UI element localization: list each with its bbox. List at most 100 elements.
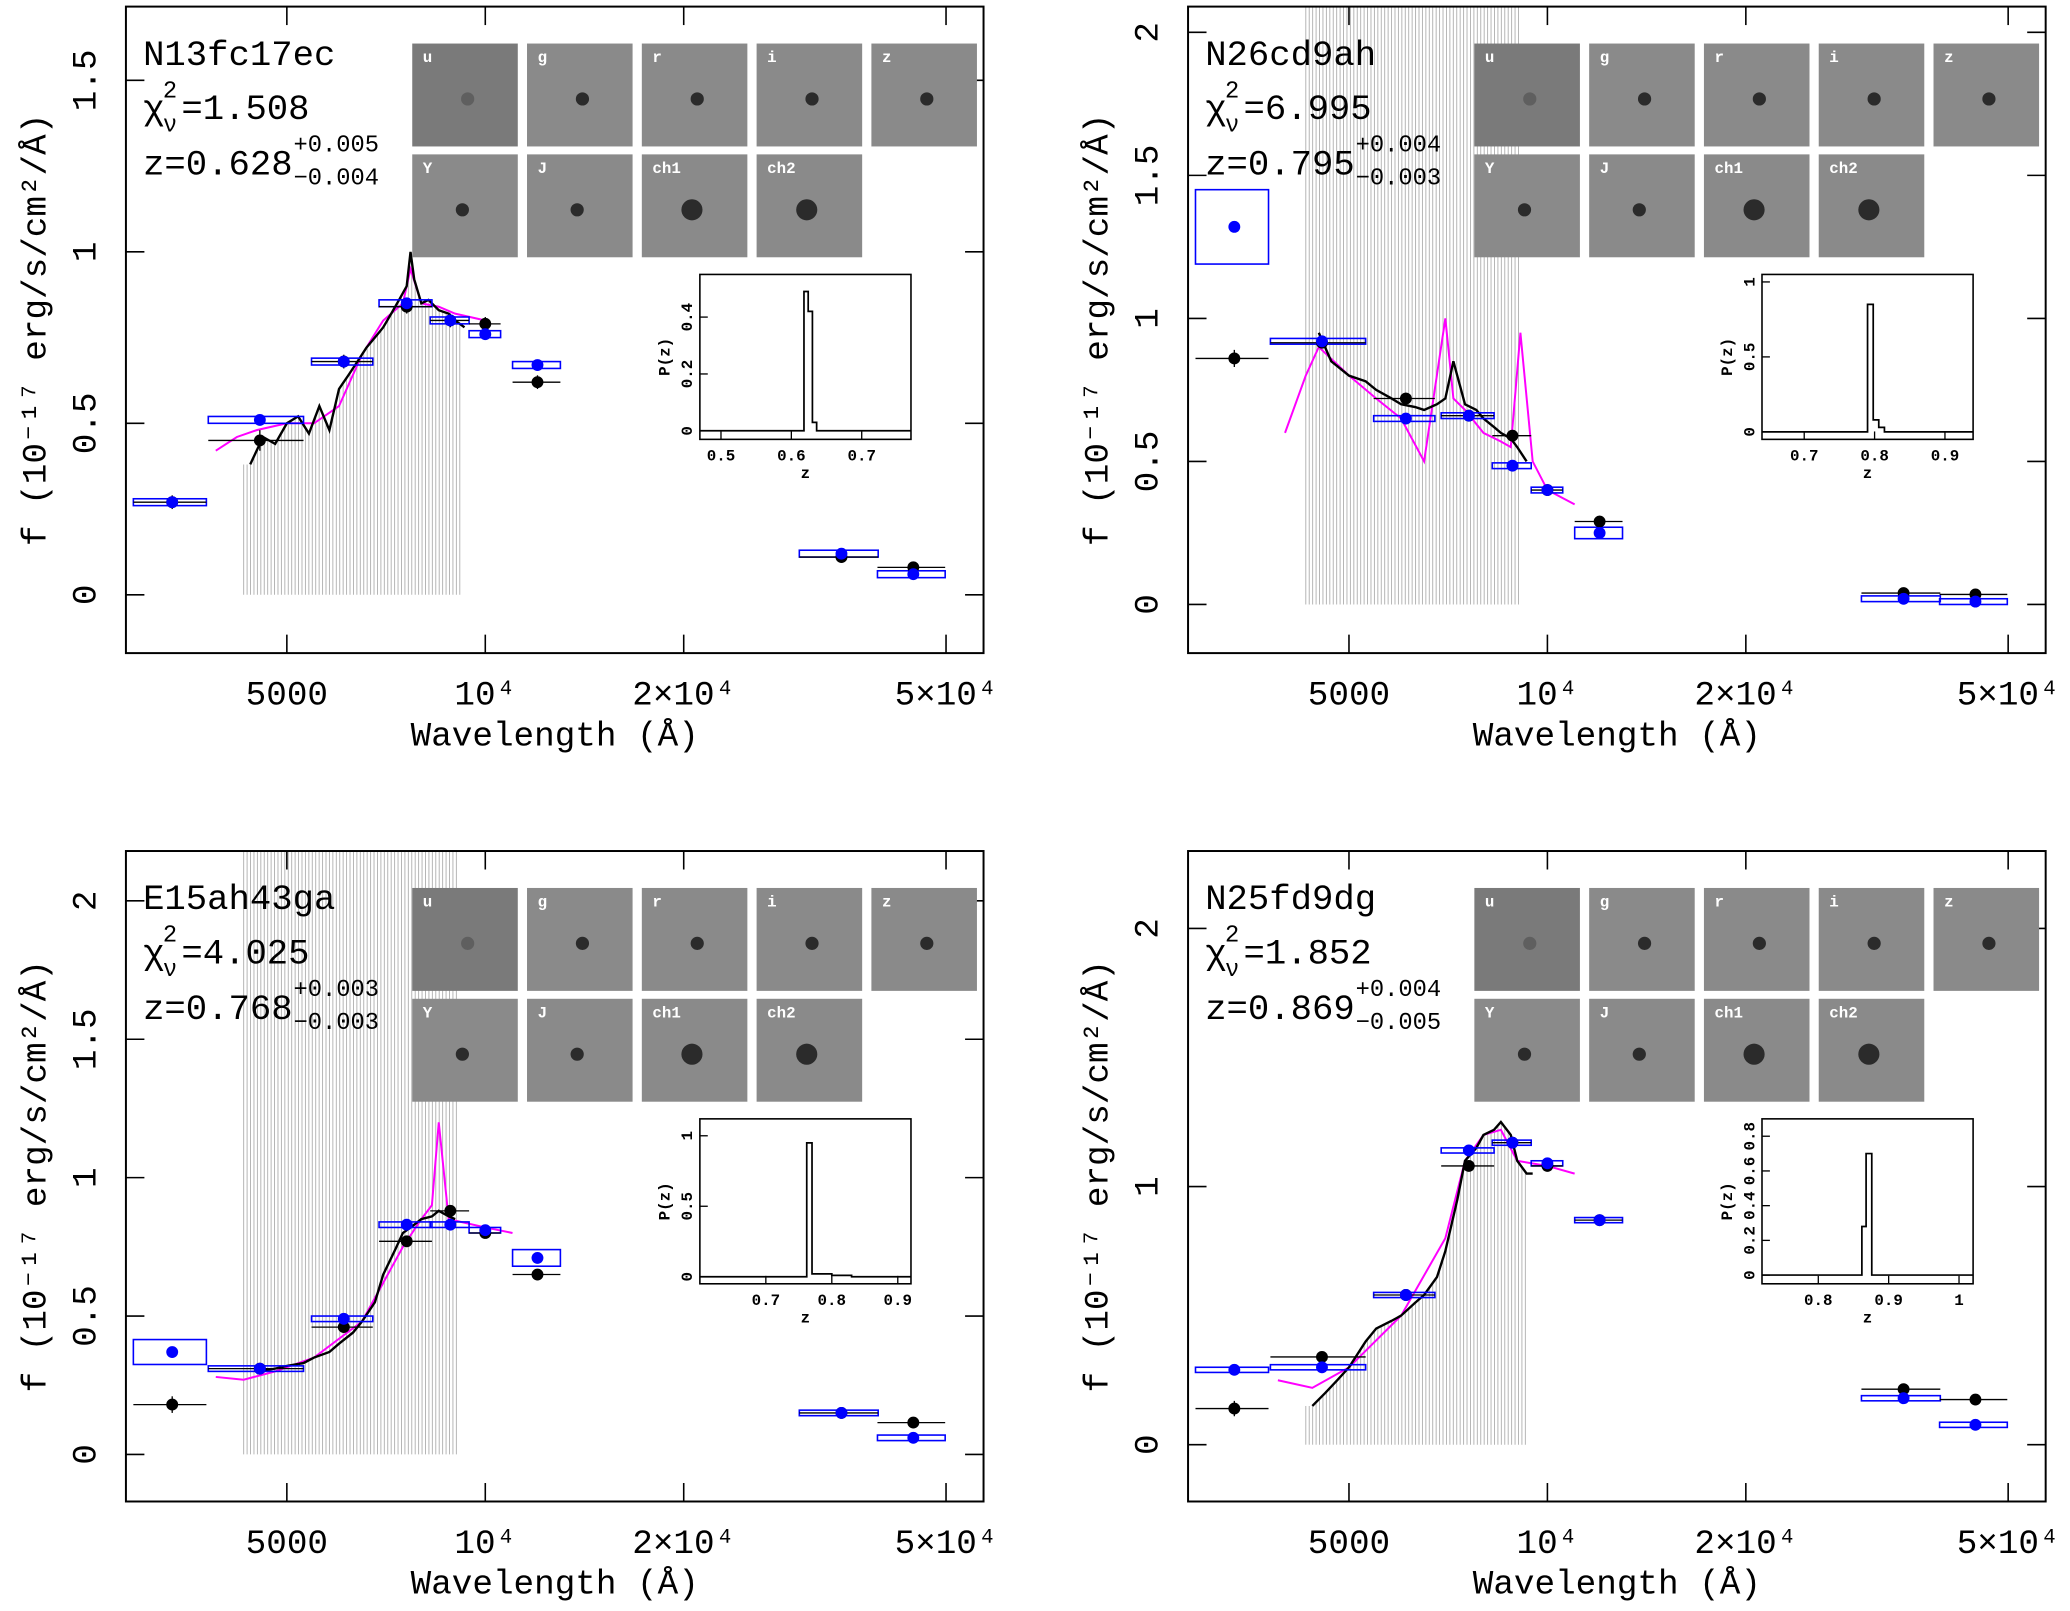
thumbnail-source [1743,1043,1765,1065]
y-axis-label: f (10⁻¹⁷ erg/s/cm²/Å) [1079,114,1118,546]
inset-x-tick-label: 0.8 [1860,448,1889,466]
inset-y-tick-label: 0.4 [1741,1191,1759,1220]
x-tick-label: 5000 [1308,1525,1390,1564]
pz-line [699,290,911,432]
observed-point [337,1321,350,1334]
thumbnail-source [1517,203,1532,217]
inset-x-tick-label: 0.6 [777,448,806,466]
observed-point [1228,352,1241,365]
z-value: z=0.628 [143,144,293,185]
model-point [337,1312,350,1325]
z-value: z=0.795 [1205,144,1355,185]
inset-y-tick-label: 0.2 [679,360,697,388]
y-axis-label: f (10⁻¹⁷ erg/s/cm²/Å) [17,114,56,546]
mask-region [243,261,461,595]
observed-point [1228,1402,1241,1415]
x-axis-label: Wavelength (Å) [1473,1566,1761,1605]
mask-region [1305,1122,1526,1445]
plot-area [1194,1120,2009,1445]
thumbnail-label: ch2 [767,160,796,178]
x-tick-label: 5×10⁴ [895,1525,998,1564]
model-point [1541,1157,1554,1170]
chi2-sub: ν [163,113,177,140]
thumbnail-label: u [1485,894,1495,912]
thumbnail-label: J [1600,160,1610,178]
observed-point [1399,392,1412,405]
chi2-sup: 2 [163,923,177,950]
model-point [1969,595,1982,608]
observed-point [400,1235,413,1248]
thumbnail-source [796,199,818,221]
thumbnail-label: Y [423,1004,433,1022]
thumbnail-label: ch1 [1714,1004,1743,1022]
thumbnail-source [461,92,475,106]
inset-y-tick-label: 0.4 [679,302,697,331]
x-tick-label: 10⁴ [1517,676,1579,715]
chi2-sup: 2 [1225,923,1239,950]
object-name: E15ah43ga [143,879,335,920]
observed-point [1969,1393,1982,1406]
thumbnail-source [1632,1047,1646,1061]
inset-y-tick-label: 1 [679,1131,697,1141]
thumbnail-label: u [423,49,433,67]
thumbnail-source [796,1043,818,1065]
observed-point [444,1204,457,1217]
chi2-symbol: χ [1205,89,1226,130]
thumbnail-label: ch2 [767,1004,796,1022]
y-tick-label: 0 [67,585,106,606]
x-tick-label: 2×10⁴ [632,676,735,715]
y-tick-label: 1.5 [1130,145,1169,207]
thumbnail-source [1523,936,1537,950]
z-value: z=0.869 [1205,989,1355,1030]
thumbnail-label: r [652,894,662,912]
x-tick-label: 5000 [1308,676,1390,715]
z-plus: +0.005 [293,132,378,159]
z-plus: +0.004 [1356,977,1441,1004]
mask-region [1305,6,1519,605]
chi2-value: =1.852 [1243,933,1371,974]
thumbnail-source [570,203,584,217]
x-tick-label: 2×10⁴ [1694,1525,1797,1564]
thumbnail-label: r [652,49,662,67]
pz-line [1761,303,1974,433]
y-tick-label: 0 [1130,1434,1169,1455]
spectrum [1311,1120,1533,1407]
thumbnail-source [805,92,819,106]
thumbnail-label: Y [1485,1004,1495,1022]
inset-y-tick-label: 0 [1741,1270,1759,1280]
chi2-sub: ν [163,957,177,984]
thumbnail-source [461,936,475,950]
y-axis-label: f (10⁻¹⁷ erg/s/cm²/Å) [17,960,56,1392]
model-box [1194,188,1270,265]
model-point [253,413,266,426]
thumbnail-label: i [1829,894,1839,912]
thumbnail-label: z [882,49,892,67]
thumbnail-label: ch1 [652,1004,681,1022]
object-name: N26cd9ah [1205,35,1376,76]
observed-point [531,376,544,389]
thumbnail-source [455,203,469,217]
inset-x-label: z [801,465,811,483]
y-tick-label: 0.5 [67,1285,106,1347]
observed-point [166,1398,179,1411]
model-point [1969,1418,1982,1431]
inset-background [1761,1118,1974,1285]
model-point [1593,527,1606,539]
inset-y-tick-label: 0 [679,1272,697,1282]
thumbnail-label: ch2 [1829,1004,1858,1022]
thumbnail-source [1743,199,1765,221]
chi2-value: =1.508 [181,89,309,130]
inset-y-tick-label: 0.6 [1741,1157,1759,1186]
thumbnail-source [920,92,934,106]
thumbnail-source [1858,199,1880,221]
model-point [337,355,350,368]
inset-y-label: P(z) [657,338,675,376]
x-tick-label: 2×10⁴ [632,1525,735,1564]
y-tick-label: 1.5 [67,1008,106,1070]
thumbnail-label: g [1600,49,1610,67]
model-point [835,547,848,560]
x-tick-label: 5000 [246,676,328,715]
model-point [479,328,492,341]
model-box [511,1248,562,1268]
y-tick-label: 1 [67,1167,106,1188]
